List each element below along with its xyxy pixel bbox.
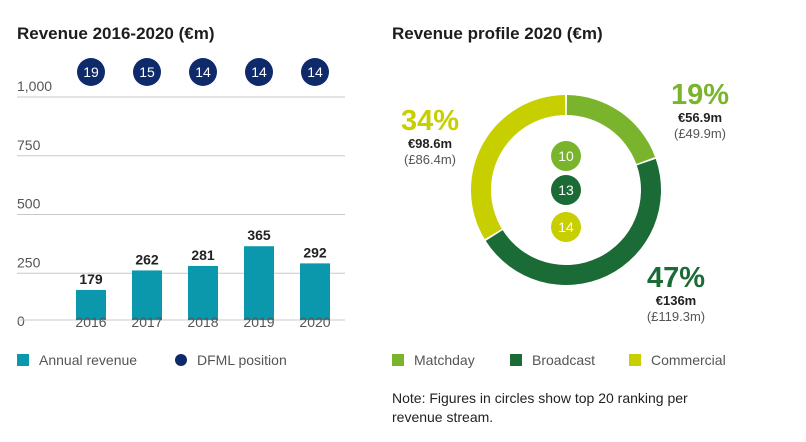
x-tick-label: 2020	[299, 314, 330, 330]
rank-circle-matchday	[551, 141, 581, 171]
matchday-amount: €56.9m	[677, 110, 723, 125]
legend-swatch	[510, 354, 522, 366]
legend-label: DFML position	[197, 352, 287, 368]
broadcast-amount: €136m	[655, 293, 697, 308]
bar-2018	[188, 265, 218, 320]
bar-value-label: 281	[191, 247, 215, 263]
rank-circle-2017	[133, 58, 161, 86]
bar-value-label: 292	[303, 244, 327, 260]
rank-circle-2016	[77, 58, 105, 86]
donut-slice-commercial	[471, 95, 566, 240]
legend-annual-revenue: Annual revenue	[17, 352, 137, 368]
donut-slice-matchday	[566, 95, 656, 164]
matchday-previous: (£49.9m)	[673, 126, 727, 141]
legend-swatch	[175, 354, 187, 366]
matchday-percent: 19%	[670, 79, 730, 111]
x-tick-label: 2019	[243, 314, 274, 330]
rank-label: 14	[558, 219, 574, 235]
rank-circle-broadcast	[551, 175, 581, 205]
rank-label: 10	[558, 148, 574, 164]
legend-dfml-position: DFML position	[175, 352, 287, 368]
x-tick-label: 2016	[75, 314, 106, 330]
legend-swatch	[17, 354, 29, 366]
legend-swatch	[392, 354, 404, 366]
commercial-percent: 34%	[400, 105, 460, 137]
y-tick-label: 1,000	[17, 78, 52, 94]
rank-label: 13	[558, 182, 574, 198]
commercial-amount: €98.6m	[407, 136, 453, 151]
x-tick-label: 2018	[187, 314, 218, 330]
bar-2019	[244, 246, 274, 320]
legend-broadcast: Broadcast	[510, 352, 595, 368]
rank-circle-commercial	[551, 212, 581, 242]
y-tick-label: 0	[17, 313, 25, 329]
rank-label: 15	[139, 64, 155, 80]
bar-2017	[132, 270, 162, 320]
bar-value-label: 262	[135, 251, 159, 267]
broadcast-percent: 47%	[646, 262, 706, 294]
rank-circle-2020	[301, 58, 329, 86]
donut-chart-title: Revenue profile 2020 (€m)	[392, 24, 603, 43]
legend-label: Annual revenue	[39, 352, 138, 368]
y-tick-label: 500	[17, 196, 41, 212]
broadcast-previous: (£119.3m)	[646, 309, 706, 324]
rank-circle-2018	[189, 58, 217, 86]
broadcast-label: 47% €136m (£119.3m)	[636, 263, 716, 325]
x-tick-label: 2017	[131, 314, 162, 330]
y-tick-label: 750	[17, 137, 41, 153]
legend-label: Commercial	[651, 352, 726, 368]
matchday-label: 19% €56.9m (£49.9m)	[664, 80, 736, 142]
rank-label: 14	[195, 64, 211, 80]
legend-label: Matchday	[414, 352, 475, 368]
commercial-previous: (£86.4m)	[403, 152, 457, 167]
footnote: Note: Figures in circles show top 20 ran…	[392, 390, 688, 425]
legend-label: Broadcast	[532, 352, 596, 368]
legend-commercial: Commercial	[629, 352, 726, 368]
legend-swatch	[629, 354, 641, 366]
y-tick-label: 250	[17, 254, 41, 270]
bar-value-label: 365	[247, 227, 271, 243]
commercial-label: 34% €98.6m (£86.4m)	[396, 106, 464, 168]
bar-2020	[300, 263, 330, 320]
bar-2016	[76, 289, 106, 320]
rank-circle-2019	[245, 58, 273, 86]
legend-matchday: Matchday	[392, 352, 475, 368]
donut-slice-broadcast	[485, 158, 661, 286]
rank-label: 14	[307, 64, 323, 80]
rank-label: 14	[251, 64, 267, 80]
bar-value-label: 179	[79, 271, 103, 287]
bar-chart-title: Revenue 2016-2020 (€m)	[17, 24, 215, 43]
rank-label: 19	[83, 64, 99, 80]
